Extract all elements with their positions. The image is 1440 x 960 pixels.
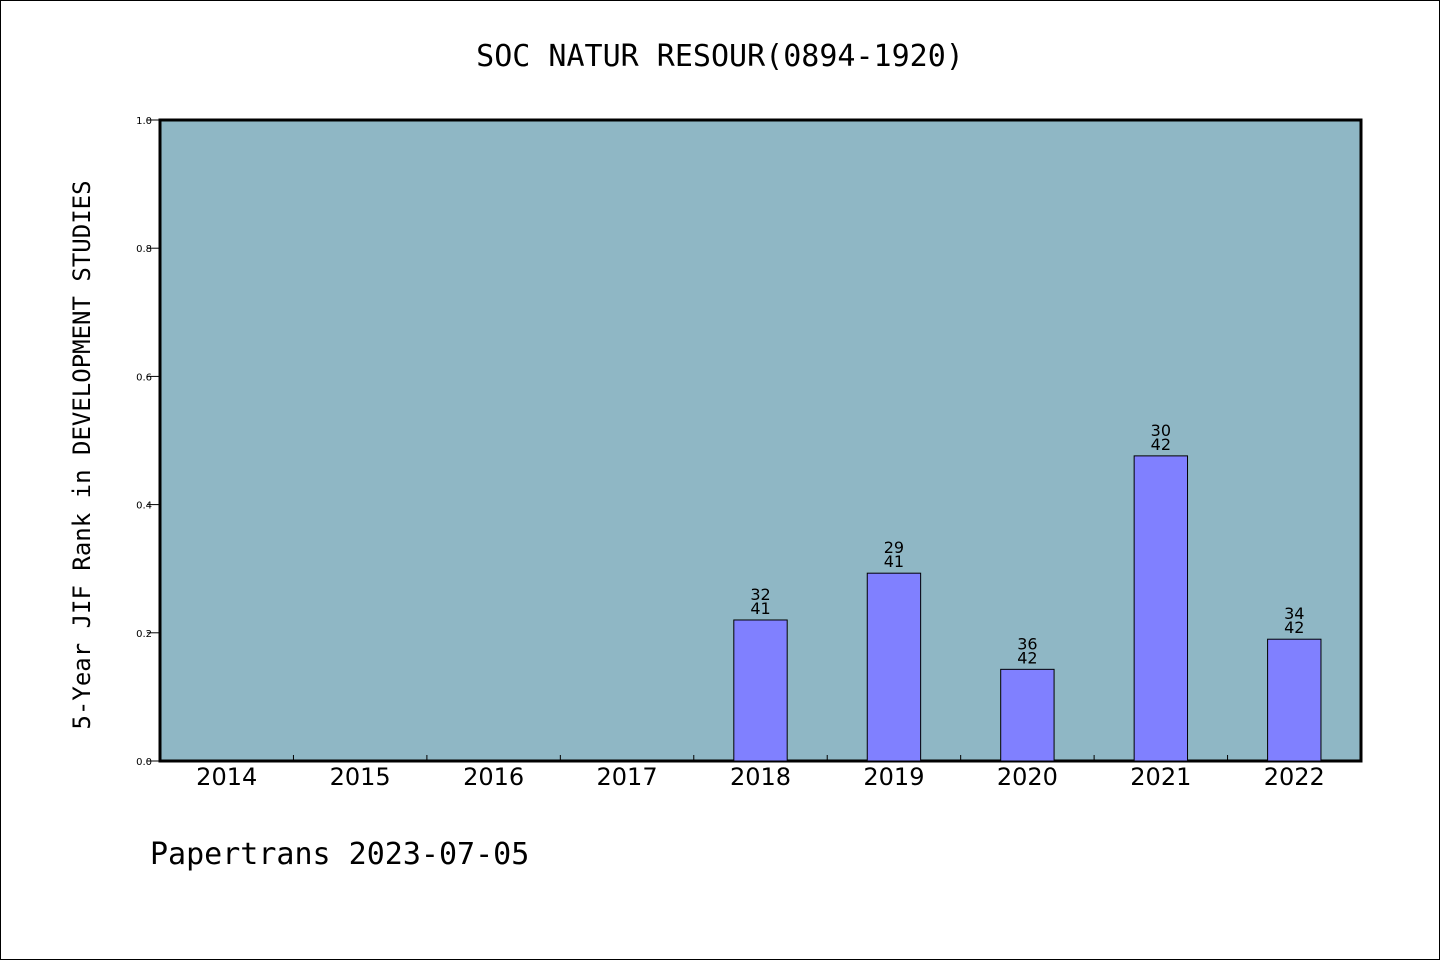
y-tick-label: 0.2 — [136, 629, 152, 640]
x-tick-label: 2016 — [463, 763, 524, 791]
x-axis: 2014 2015 2016 2017 2018 2019 2020 2021 2022 — [196, 755, 1325, 791]
x-tick-label: 2015 — [330, 763, 391, 791]
data-label-total: 42 — [1151, 435, 1171, 454]
x-tick-label: 2020 — [997, 763, 1058, 791]
y-axis-label: 5-Year JIF Rank in DEVELOPMENT STUDIES — [68, 180, 96, 729]
data-label-rank: 34 — [1284, 604, 1304, 623]
y-tick-label: 0.6 — [136, 372, 152, 383]
bar-series — [733, 455, 1322, 762]
x-tick-label: 2022 — [1264, 763, 1325, 791]
footer-credit: Papertrans 2023-07-05 — [150, 837, 529, 872]
x-tick-label: 2021 — [1130, 763, 1191, 791]
data-label-total: 42 — [1017, 648, 1037, 667]
bar-2021 — [1133, 455, 1189, 762]
data-label-rank: 32 — [750, 585, 770, 604]
y-tick-label: 0.8 — [136, 244, 152, 255]
data-label-rank: 36 — [1017, 634, 1037, 653]
x-tick-label: 2019 — [863, 763, 924, 791]
bar-2018 — [733, 619, 788, 762]
x-tick-label: 2018 — [730, 763, 791, 791]
data-label-total: 41 — [884, 552, 904, 571]
bar-2020 — [1000, 668, 1055, 762]
x-tick-label: 2017 — [597, 763, 658, 791]
data-label-rank: 30 — [1151, 421, 1171, 440]
y-tick-label: 0.4 — [136, 501, 152, 512]
data-label-total: 41 — [750, 599, 770, 618]
bar-2022 — [1267, 638, 1322, 762]
data-label-rank: 29 — [884, 538, 904, 557]
chart-title: SOC NATUR RESOUR(0894-1920) — [476, 39, 964, 74]
y-axis: 0.0 0.2 0.4 0.6 0.8 1.0 — [136, 116, 159, 768]
y-tick-label: 1.0 — [136, 116, 152, 127]
data-label-total: 42 — [1284, 618, 1304, 637]
bar-2019 — [866, 572, 922, 762]
x-tick-label: 2014 — [196, 763, 257, 791]
y-tick-label: 0.0 — [136, 757, 152, 768]
